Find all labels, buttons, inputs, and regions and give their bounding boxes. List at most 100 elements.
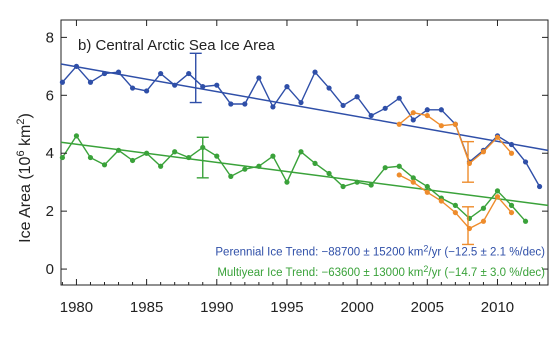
data-point	[59, 154, 66, 161]
data-point	[158, 163, 164, 169]
annotation-text: Perennial Ice Trend: −88700 ± 15200 km	[215, 247, 423, 259]
series-line	[61, 134, 527, 222]
x-tick-label: 2000	[340, 299, 373, 316]
data-point	[186, 70, 192, 77]
data-point	[284, 84, 290, 90]
data-point	[452, 209, 458, 216]
data-point	[270, 104, 276, 110]
data-point	[480, 218, 487, 224]
data-point	[101, 162, 108, 168]
data-point	[312, 160, 318, 166]
data-point	[480, 149, 487, 155]
data-point	[158, 70, 164, 77]
x-tick-label: 1995	[270, 299, 303, 316]
annotation-superscript: 2	[423, 244, 428, 254]
error-bars	[189, 52, 475, 246]
data-point	[298, 99, 304, 106]
series-layer	[59, 63, 543, 232]
data-point	[326, 170, 332, 177]
data-point	[410, 175, 416, 181]
data-point	[396, 121, 402, 127]
data-point	[256, 163, 262, 169]
x-tick-label: 2010	[481, 299, 514, 316]
data-point	[144, 88, 150, 94]
data-point	[522, 218, 529, 224]
data-point	[480, 205, 487, 211]
y-tick-label: 6	[46, 87, 54, 104]
y-tick-label: 2	[46, 203, 54, 220]
data-point	[494, 134, 501, 140]
data-point	[200, 84, 206, 90]
data-point	[508, 141, 515, 148]
data-point	[59, 79, 66, 85]
x-tick-label: 2005	[411, 299, 444, 316]
data-point	[424, 112, 430, 119]
data-point	[410, 110, 416, 116]
data-point	[522, 159, 529, 165]
data-point	[382, 105, 388, 111]
axis-ticks: 1980 1985 1990 1995 2000 2005 2010 0 2 4 6 8	[46, 20, 548, 316]
data-point	[73, 133, 80, 139]
data-point	[214, 153, 220, 159]
data-point	[410, 179, 416, 185]
data-point	[368, 182, 374, 188]
data-point	[438, 198, 444, 204]
data-point	[424, 107, 430, 113]
data-point	[270, 153, 276, 159]
annotation-text: /yr (−14.7 ± 3.0 %/dec)	[428, 267, 545, 279]
data-point	[354, 179, 360, 185]
data-point	[494, 194, 501, 200]
data-point	[340, 183, 346, 190]
data-point	[87, 154, 94, 161]
series-line	[398, 174, 513, 230]
data-point	[228, 101, 234, 107]
y-axis-label: Ice Area (106 km2)	[15, 113, 34, 243]
trend-line	[60, 141, 549, 207]
data-point	[115, 69, 122, 75]
x-tick-label: 1985	[130, 299, 163, 316]
data-point	[340, 102, 346, 109]
data-point	[396, 163, 402, 169]
data-point	[354, 94, 360, 100]
trend-line	[60, 63, 549, 152]
data-point	[172, 149, 178, 155]
data-point	[256, 75, 262, 81]
data-point	[368, 112, 374, 119]
data-point	[508, 150, 515, 156]
data-point	[284, 179, 290, 185]
y-tick-label: 8	[46, 29, 54, 46]
data-point	[424, 189, 430, 195]
trend-lines	[60, 63, 549, 207]
x-tick-label: 1980	[60, 299, 93, 316]
data-point	[298, 149, 304, 155]
trend-annotations: Perennial Ice Trend: −88700 ± 15200 km2/…	[215, 244, 545, 279]
data-point	[326, 85, 332, 91]
multiyear-trend-annotation: Multiyear Ice Trend: −63600 ± 13000 km2/…	[217, 264, 545, 279]
data-point	[382, 165, 388, 171]
data-point	[452, 202, 458, 208]
data-point	[115, 147, 122, 153]
data-point	[242, 166, 248, 172]
data-point	[242, 101, 248, 107]
data-point	[452, 121, 458, 127]
data-point	[508, 202, 515, 208]
y-tick-label: 4	[46, 145, 54, 162]
annotation-text: Multiyear Ice Trend: −63600 ± 13000 km	[217, 267, 423, 279]
plot-border	[60, 19, 549, 286]
data-point	[87, 79, 94, 85]
data-point	[438, 123, 444, 129]
y-tick-label: 0	[46, 261, 54, 278]
data-point	[508, 209, 515, 216]
data-point	[73, 63, 80, 69]
plot-frame	[60, 19, 549, 286]
data-point	[536, 183, 543, 190]
annotation-text: /yr (−12.5 ± 2.1 %/dec)	[428, 247, 545, 259]
data-point	[172, 82, 178, 88]
data-point	[186, 154, 192, 161]
data-point	[410, 117, 416, 123]
data-point	[228, 173, 234, 179]
data-point	[424, 183, 430, 190]
chart-title: b) Central Arctic Sea Ice Area	[78, 37, 275, 54]
annotation-superscript: 2	[423, 264, 428, 274]
